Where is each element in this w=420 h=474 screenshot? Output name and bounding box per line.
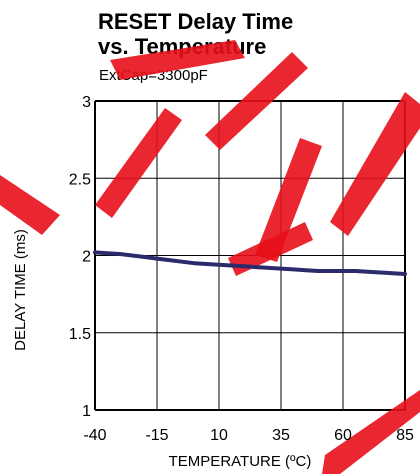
y-tick-labels: 1 1.5 2 2.5 3 (69, 94, 91, 420)
x-tick-label: 35 (272, 427, 290, 444)
x-tick-label: 10 (210, 427, 228, 444)
y-tick-label: 1.5 (69, 326, 91, 343)
watermark-stroke (95, 108, 182, 218)
x-tick-label: -15 (145, 427, 168, 444)
y-tick-label: 3 (82, 94, 91, 111)
watermark-stroke (228, 222, 313, 276)
chart-title-line1: RESET Delay Time (98, 9, 293, 34)
watermark-stroke (322, 390, 420, 474)
x-tick-label: 60 (334, 427, 352, 444)
y-tick-label: 1 (82, 403, 91, 420)
watermark-stroke (0, 175, 60, 235)
x-axis-label: TEMPERATURE (ºC) (169, 453, 312, 470)
series-line (93, 250, 407, 276)
watermark-graphic (0, 40, 420, 474)
watermark-stroke (205, 52, 308, 150)
y-axis-label: DELAY TIME (ms) (12, 229, 29, 351)
x-tick-label: -40 (83, 427, 106, 444)
data-series (93, 250, 407, 276)
y-tick-label: 2 (82, 249, 91, 266)
watermark-stroke (330, 92, 420, 236)
x-tick-label: 85 (396, 427, 414, 444)
watermark-stroke (110, 40, 245, 80)
watermark-stroke (255, 138, 322, 262)
x-tick-labels: -40 -15 10 35 60 85 (83, 427, 414, 444)
y-tick-label: 2.5 (69, 171, 91, 188)
